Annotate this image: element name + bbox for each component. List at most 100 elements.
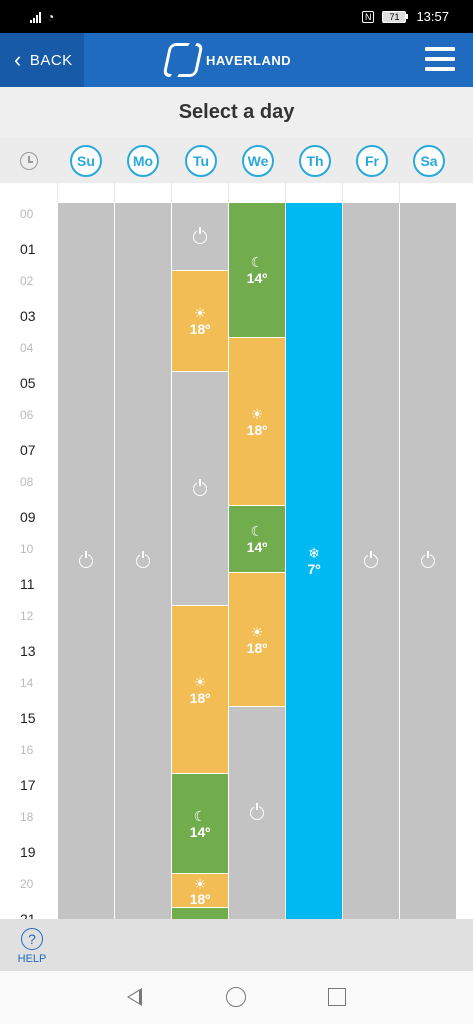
hour-label: 14 bbox=[20, 676, 34, 690]
power-icon bbox=[193, 226, 207, 244]
day-button-tu[interactable]: Tu bbox=[185, 145, 217, 177]
day-column-tu[interactable]: ☀ 18º ☀ 18º ☾ 14º ☀ 18º bbox=[172, 203, 228, 919]
schedule-segment-moon[interactable] bbox=[172, 907, 228, 919]
hour-label: 19 bbox=[20, 843, 36, 860]
power-icon bbox=[421, 551, 435, 568]
power-icon bbox=[79, 551, 93, 568]
day-button-th[interactable]: Th bbox=[299, 145, 331, 177]
hour-label: 18 bbox=[20, 810, 34, 824]
day-column-th[interactable]: ❄ 7º bbox=[286, 203, 342, 919]
segment-temperature: 18º bbox=[246, 421, 268, 438]
schedule-segment-off[interactable] bbox=[172, 203, 228, 270]
schedule-segment-frost[interactable]: ❄ 7º bbox=[286, 203, 342, 919]
hour-label: 13 bbox=[20, 642, 36, 659]
schedule-segment-sun[interactable]: ☀ 18º bbox=[229, 337, 285, 505]
nav-back-icon[interactable] bbox=[127, 988, 142, 1006]
hour-label: 07 bbox=[20, 441, 36, 458]
page-title: Select a day bbox=[0, 87, 473, 137]
day-column-mo[interactable] bbox=[115, 203, 171, 919]
hour-label: 12 bbox=[20, 609, 34, 623]
hour-label: 17 bbox=[20, 776, 36, 793]
hour-label: 16 bbox=[20, 743, 34, 757]
schedule-segment-off[interactable] bbox=[172, 371, 228, 605]
back-button[interactable]: ‹ BACK bbox=[0, 33, 84, 87]
hour-axis: 00 01 02 03 04 05 06 07 08 09 10 11 12 13 14 15 16 17 18 19… bbox=[0, 203, 58, 927]
hour-label: 09 bbox=[20, 508, 36, 525]
schedule-segment-sun[interactable]: ☀ 18º bbox=[172, 873, 228, 907]
hour-label: 02 bbox=[20, 274, 34, 288]
battery-icon: 71 bbox=[382, 10, 409, 23]
hour-label: 10 bbox=[20, 542, 34, 556]
wifi-icon: ◔ bbox=[47, 9, 55, 24]
help-button[interactable]: ? HELP bbox=[15, 928, 49, 965]
menu-button[interactable] bbox=[425, 47, 455, 71]
day-column-we[interactable]: ☾ 14º ☀ 18º ☾ 14º ☀ 18º bbox=[229, 203, 285, 919]
nav-recent-apps-icon[interactable] bbox=[328, 988, 346, 1006]
schedule-segment-sun[interactable]: ☀ 18º bbox=[172, 270, 228, 371]
day-column-fr[interactable] bbox=[343, 203, 399, 919]
schedule-segment-moon[interactable]: ☾ 14º bbox=[172, 773, 228, 873]
segment-temperature: 14º bbox=[246, 539, 268, 555]
day-column-sa[interactable] bbox=[400, 203, 456, 919]
hour-label: 20 bbox=[20, 877, 34, 891]
clock-icon bbox=[20, 152, 38, 170]
sun-icon: ☀ bbox=[193, 673, 207, 690]
sun-icon: ☀ bbox=[250, 623, 264, 640]
schedule-segment-off[interactable] bbox=[58, 203, 114, 919]
back-label: BACK bbox=[29, 51, 73, 69]
power-icon bbox=[364, 551, 378, 568]
segment-temperature: 18º bbox=[189, 890, 211, 907]
sun-icon: ☀ bbox=[193, 875, 207, 892]
segment-temperature: 18º bbox=[189, 321, 211, 337]
day-button-fr[interactable]: Fr bbox=[356, 145, 388, 177]
day-header-gap bbox=[0, 183, 473, 203]
moon-icon: ☾ bbox=[250, 254, 264, 270]
schedule-segment-moon[interactable]: ☾ 14º bbox=[229, 505, 285, 572]
day-button-su[interactable]: Su bbox=[70, 145, 102, 177]
hour-label: 00 bbox=[20, 207, 34, 221]
schedule-segment-sun[interactable]: ☀ 18º bbox=[172, 605, 228, 773]
schedule-segment-off[interactable] bbox=[343, 203, 399, 919]
sun-icon: ☀ bbox=[193, 305, 207, 321]
help-icon: ? bbox=[21, 928, 43, 950]
segment-temperature: 7º bbox=[307, 561, 321, 577]
day-button-sa[interactable]: Sa bbox=[413, 145, 445, 177]
nav-home-icon[interactable] bbox=[226, 987, 246, 1007]
chevron-left-icon: ‹ bbox=[14, 47, 22, 72]
power-icon bbox=[193, 478, 207, 496]
nfc-icon: N bbox=[361, 10, 375, 23]
hour-label: 04 bbox=[20, 341, 34, 355]
brand-logo: HAVERLAND bbox=[162, 43, 291, 77]
power-icon bbox=[136, 551, 150, 568]
schedule-segment-moon[interactable]: ☾ 14º bbox=[229, 203, 285, 337]
battery-level: 71 bbox=[382, 10, 407, 23]
day-button-mo[interactable]: Mo bbox=[127, 145, 159, 177]
haverland-logo-icon bbox=[162, 43, 204, 77]
snowflake-icon: ❄ bbox=[308, 545, 320, 561]
footer-bar: ? HELP bbox=[0, 919, 473, 971]
hour-label: 05 bbox=[20, 374, 36, 391]
schedule-segment-sun[interactable]: ☀ 18º bbox=[229, 572, 285, 706]
system-nav-bar bbox=[0, 971, 473, 1024]
hour-label: 01 bbox=[20, 240, 36, 257]
hour-label: 06 bbox=[20, 408, 34, 422]
hour-label: 15 bbox=[20, 709, 36, 726]
app-header: ‹ BACK HAVERLAND bbox=[0, 33, 473, 87]
hour-label: 03 bbox=[20, 307, 36, 324]
segment-temperature: 18º bbox=[189, 689, 211, 706]
schedule-segment-off[interactable] bbox=[115, 203, 171, 919]
hour-label: 08 bbox=[20, 475, 34, 489]
schedule-segment-off[interactable] bbox=[229, 706, 285, 919]
power-icon bbox=[250, 803, 264, 820]
segment-temperature: 18º bbox=[246, 639, 268, 656]
signal-icon bbox=[30, 11, 41, 23]
hour-label: 11 bbox=[20, 575, 35, 592]
day-column-su[interactable] bbox=[58, 203, 114, 919]
status-time: 13:57 bbox=[416, 9, 449, 24]
day-button-we[interactable]: We bbox=[242, 145, 274, 177]
sun-icon: ☀ bbox=[250, 405, 264, 422]
schedule-segment-off[interactable] bbox=[400, 203, 456, 919]
help-label: HELP bbox=[17, 953, 47, 965]
day-selector: Su Mo Tu We Th Fr Sa bbox=[0, 137, 473, 183]
status-bar: ◔ N 71 13:57 bbox=[0, 0, 473, 33]
